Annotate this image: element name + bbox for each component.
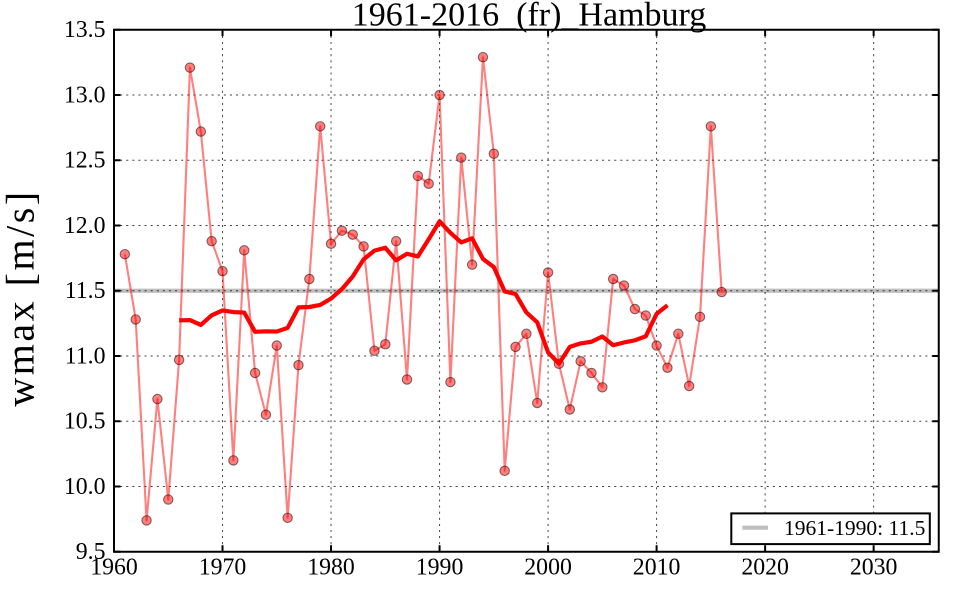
svg-text:12.0: 12.0 — [64, 213, 106, 239]
svg-text:1970: 1970 — [199, 555, 247, 581]
svg-text:13.0: 13.0 — [64, 82, 106, 108]
svg-text:1961-1990: 11.5: 1961-1990: 11.5 — [784, 516, 925, 540]
svg-text:12.5: 12.5 — [64, 148, 106, 174]
svg-text:1990: 1990 — [416, 555, 464, 581]
svg-text:2030: 2030 — [850, 555, 898, 581]
svg-text:2000: 2000 — [524, 555, 572, 581]
svg-text:1980: 1980 — [307, 555, 355, 581]
svg-text:11.5: 11.5 — [65, 278, 106, 304]
svg-text:2010: 2010 — [633, 555, 681, 581]
svg-text:10.5: 10.5 — [64, 409, 106, 435]
svg-text:2020: 2020 — [741, 555, 789, 581]
svg-text:11.0: 11.0 — [65, 343, 106, 369]
svg-text:13.5: 13.5 — [64, 17, 106, 43]
svg-text:1960: 1960 — [90, 555, 138, 581]
svg-text:10.0: 10.0 — [64, 474, 106, 500]
svg-text:1961-2016_(fr)_Hamburg: 1961-2016_(fr)_Hamburg — [352, 0, 706, 34]
svg-text:9.5: 9.5 — [76, 539, 106, 565]
svg-text:wmax [m/s]: wmax [m/s] — [0, 189, 43, 406]
